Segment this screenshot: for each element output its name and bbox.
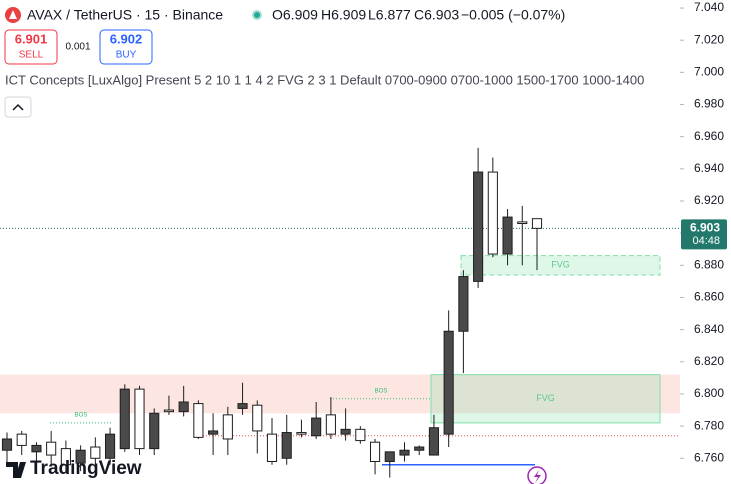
sell-label: SELL bbox=[19, 50, 44, 61]
y-tick-label: 6.880 bbox=[694, 257, 724, 271]
candle-body bbox=[222, 414, 233, 440]
y-tick-label: 7.000 bbox=[694, 65, 724, 79]
candle-body bbox=[502, 216, 513, 255]
candle-body bbox=[193, 403, 204, 438]
candle-body bbox=[384, 451, 395, 462]
zone bbox=[430, 374, 661, 424]
candle-body bbox=[531, 218, 543, 229]
candle-body bbox=[163, 409, 175, 413]
buy-price: 6.902 bbox=[110, 31, 143, 46]
lightning-glyph bbox=[534, 470, 541, 483]
candle-body bbox=[340, 428, 351, 435]
candle-body bbox=[311, 417, 322, 437]
logo-icon bbox=[6, 462, 26, 478]
ohlc-close: C6.903 bbox=[414, 7, 459, 23]
zone bbox=[0, 374, 680, 414]
y-tick-label: 6.920 bbox=[694, 193, 724, 207]
candle-body bbox=[266, 433, 278, 462]
symbol-icon-glyph bbox=[9, 10, 17, 19]
y-tick-label: 6.940 bbox=[694, 161, 724, 175]
candle-body bbox=[90, 446, 101, 459]
bos-label: BOS bbox=[75, 412, 88, 418]
ohlc-low: L6.877 bbox=[368, 7, 411, 23]
candle-body bbox=[252, 404, 263, 432]
indicator-legend[interactable]: ICT Concepts [LuxAlgo] Present 5 2 10 1 … bbox=[5, 72, 644, 87]
candle-body bbox=[1, 438, 13, 451]
candle-body bbox=[325, 414, 336, 435]
candle-body bbox=[60, 448, 71, 466]
zone bbox=[460, 255, 661, 276]
candle-body bbox=[517, 221, 528, 225]
candle-body bbox=[281, 432, 292, 459]
y-tick-label: 6.800 bbox=[694, 386, 724, 400]
candle-body bbox=[443, 330, 454, 435]
candle-body bbox=[134, 388, 145, 450]
y-tick-label: 6.820 bbox=[694, 354, 724, 368]
ohlc-high: H6.909 bbox=[321, 7, 366, 23]
candle-body bbox=[75, 449, 86, 464]
candle-body bbox=[208, 430, 219, 435]
candle-body bbox=[104, 433, 116, 459]
candle-body bbox=[414, 446, 425, 451]
y-tick-label: 6.780 bbox=[694, 418, 724, 432]
y-tick-label: 7.020 bbox=[694, 32, 724, 46]
candle-body bbox=[458, 276, 469, 332]
candle-body bbox=[237, 403, 248, 409]
candle-body bbox=[399, 449, 410, 456]
candle-body bbox=[149, 412, 160, 450]
logo-text: TradingView bbox=[30, 458, 142, 479]
bos-label: BOS bbox=[375, 388, 388, 394]
ohlc-change: −0.005 (−0.07%) bbox=[461, 7, 565, 23]
candle-body bbox=[473, 171, 484, 282]
ohlc-open: O6.909 bbox=[272, 7, 318, 23]
candle-body bbox=[31, 444, 42, 453]
y-tick-label: 7.040 bbox=[694, 0, 724, 14]
candle-body bbox=[46, 441, 57, 456]
candle-body bbox=[16, 433, 27, 446]
buy-label: BUY bbox=[116, 50, 137, 61]
countdown: 04:48 bbox=[692, 235, 720, 247]
y-tick-label: 6.760 bbox=[694, 450, 724, 464]
y-tick-label: 6.960 bbox=[694, 129, 724, 143]
zone-label: FVG bbox=[551, 260, 570, 270]
sell-button[interactable] bbox=[4, 29, 58, 65]
sell-price: 6.901 bbox=[15, 31, 48, 46]
zone-label: FVG bbox=[536, 393, 555, 403]
symbol[interactable]: AVAX / TetherUS · 15 · Binance bbox=[27, 7, 223, 23]
y-tick-label: 6.980 bbox=[694, 97, 724, 111]
candle-body bbox=[296, 432, 307, 435]
last-price-label: 6.903 bbox=[690, 221, 720, 235]
collapse-button[interactable] bbox=[4, 96, 32, 118]
spread: 0.001 bbox=[65, 42, 90, 53]
candle-body bbox=[487, 171, 498, 255]
candle-body bbox=[428, 427, 440, 456]
candle-body bbox=[119, 388, 130, 450]
candle-body bbox=[355, 428, 366, 442]
y-tick-label: 6.840 bbox=[694, 322, 724, 336]
candle-body bbox=[369, 441, 381, 462]
candle-body bbox=[178, 401, 189, 413]
last-price-badge bbox=[681, 219, 727, 250]
buy-button[interactable] bbox=[99, 29, 153, 65]
chevron-icon bbox=[12, 103, 24, 111]
status-dot bbox=[254, 12, 260, 18]
y-tick-label: 6.860 bbox=[694, 290, 724, 304]
